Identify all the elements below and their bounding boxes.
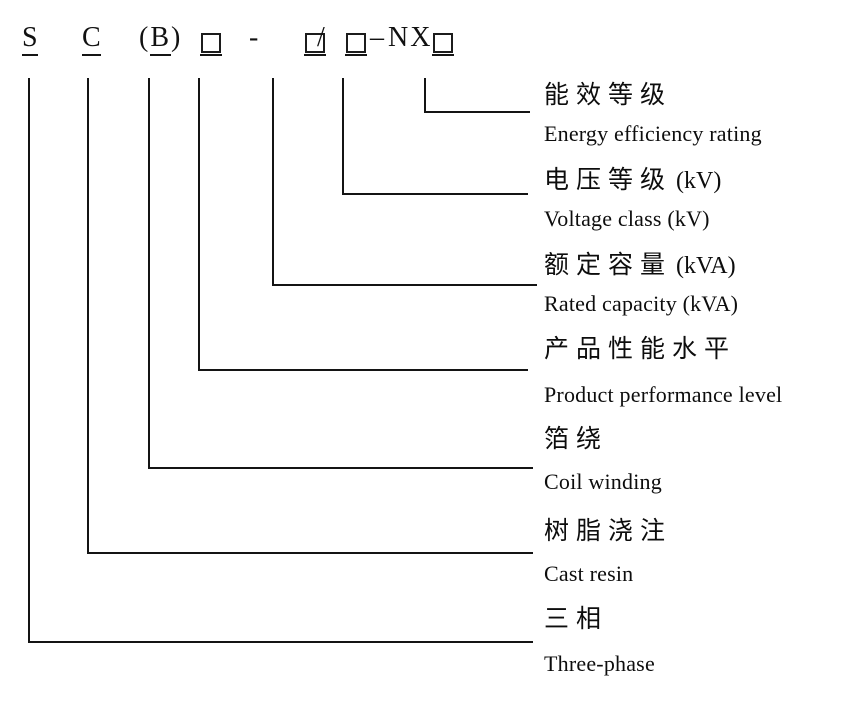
- connector-rated-capacity: [272, 78, 537, 286]
- label-cn-rated-capacity: 额定容量 (kVA): [544, 252, 736, 279]
- label-cn-three-phase: 三相: [544, 606, 609, 633]
- placeholder-box-rated-capacity: [304, 22, 326, 56]
- code-hyphen: -: [249, 22, 259, 53]
- label-en-coil-winding: Coil winding: [544, 469, 662, 494]
- code-tail-group: –NX: [345, 22, 455, 56]
- label-en-product-performance-level: Product performance level: [544, 382, 783, 407]
- label-en-three-phase: Three-phase: [544, 651, 655, 676]
- label-cn-product-performance-level: 产品性能水平: [544, 336, 737, 363]
- code-letter-b-group: (B): [139, 22, 183, 56]
- label-en-cast-resin: Cast resin: [544, 561, 634, 586]
- label-cn-energy-efficiency-rating: 能效等级: [544, 82, 673, 109]
- code-letter-s: S: [22, 22, 38, 56]
- connector-energy-efficiency-rating: [424, 78, 530, 113]
- label-en-energy-efficiency-rating: Energy efficiency rating: [544, 121, 762, 146]
- label-en-voltage-class: Voltage class (kV): [544, 206, 710, 231]
- code-dash: –: [370, 22, 386, 53]
- label-cn-cast-resin: 树脂浇注: [544, 518, 673, 545]
- connector-coil-winding: [148, 78, 533, 469]
- code-letters-nx: NX: [388, 22, 433, 53]
- code-letter-c: C: [82, 22, 101, 56]
- code-letter-b: B: [150, 22, 172, 56]
- box-square-icon: [433, 33, 454, 53]
- open-paren: (: [139, 22, 151, 53]
- connector-cast-resin: [87, 78, 533, 554]
- placeholder-box-product-performance: [200, 22, 222, 56]
- model-code-row: S C (B) - / –NX: [0, 0, 850, 56]
- box-square-icon: [201, 33, 221, 53]
- label-cn-coil-winding: 箔绕: [544, 426, 609, 453]
- connector-product-performance-level: [198, 78, 528, 371]
- box-square-icon: [305, 33, 325, 53]
- label-cn-voltage-class: 电压等级 (kV): [544, 167, 722, 194]
- code-slash: /: [317, 22, 325, 53]
- label-en-rated-capacity: Rated capacity (kVA): [544, 291, 739, 316]
- placeholder-box-voltage-class: [345, 22, 367, 56]
- placeholder-box-energy-efficiency: [432, 22, 455, 56]
- connector-voltage-class: [342, 78, 528, 195]
- close-paren: ): [171, 22, 183, 53]
- box-square-icon: [346, 33, 366, 53]
- connector-three-phase: [28, 78, 533, 643]
